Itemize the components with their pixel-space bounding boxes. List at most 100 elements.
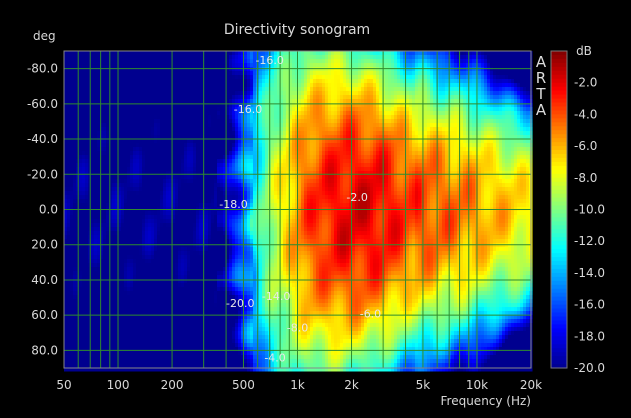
heatmap-cell xyxy=(136,67,140,72)
heatmap-cell xyxy=(208,107,212,112)
heatmap-cell xyxy=(247,63,251,68)
heatmap-cell xyxy=(121,67,125,72)
heatmap-cell xyxy=(160,303,164,308)
heatmap-cell xyxy=(82,115,86,120)
heatmap-cell xyxy=(196,275,200,280)
heatmap-cell xyxy=(82,367,86,372)
heatmap-cell xyxy=(163,323,167,328)
heatmap-cell xyxy=(220,83,224,88)
heatmap-cell xyxy=(172,335,176,340)
heatmap-cell xyxy=(187,91,191,96)
heatmap-cell xyxy=(214,323,218,328)
heatmap-cell xyxy=(187,251,191,256)
heatmap-cell xyxy=(196,59,200,64)
heatmap-cell xyxy=(124,231,128,236)
heatmap-cell xyxy=(241,323,245,328)
heatmap-cell xyxy=(163,279,167,284)
heatmap-cell xyxy=(211,175,215,180)
heatmap-cell xyxy=(115,275,119,280)
heatmap-cell xyxy=(247,219,251,224)
heatmap-cell xyxy=(133,351,137,356)
heatmap-cell xyxy=(196,75,200,80)
heatmap-cell xyxy=(181,139,185,144)
heatmap-cell xyxy=(223,271,227,276)
heatmap-cell xyxy=(133,99,137,104)
heatmap-cell xyxy=(130,103,134,108)
heatmap-cell xyxy=(64,159,68,164)
heatmap-cell xyxy=(148,91,152,96)
heatmap-cell xyxy=(163,163,167,168)
heatmap-cell xyxy=(199,331,203,336)
heatmap-cell xyxy=(64,199,68,204)
heatmap-cell xyxy=(205,99,209,104)
heatmap-cell xyxy=(67,319,71,324)
heatmap-cell xyxy=(109,195,113,200)
heatmap-cell xyxy=(109,267,113,272)
heatmap-cell xyxy=(211,343,215,348)
heatmap-cell xyxy=(175,251,179,256)
heatmap-cell xyxy=(139,107,143,112)
heatmap-cell xyxy=(178,103,182,108)
heatmap-cell xyxy=(154,195,158,200)
heatmap-cell xyxy=(214,175,218,180)
heatmap-cell xyxy=(100,71,104,76)
heatmap-cell xyxy=(151,95,155,100)
heatmap-cell xyxy=(190,251,194,256)
heatmap-cell xyxy=(196,263,200,268)
heatmap-cell xyxy=(112,275,116,280)
heatmap-cell xyxy=(163,119,167,124)
heatmap-cell xyxy=(160,51,164,56)
heatmap-cell xyxy=(181,115,185,120)
heatmap-cell xyxy=(127,215,131,220)
heatmap-cell xyxy=(199,203,203,208)
heatmap-cell xyxy=(133,291,137,296)
heatmap-cell xyxy=(94,195,98,200)
heatmap-cell xyxy=(127,311,131,316)
heatmap-cell xyxy=(172,227,176,232)
heatmap-cell xyxy=(217,359,221,364)
heatmap-cell xyxy=(211,103,215,108)
heatmap-cell xyxy=(235,119,239,124)
heatmap-cell xyxy=(160,315,164,320)
heatmap-cell xyxy=(181,327,185,332)
heatmap-cell xyxy=(70,83,74,88)
heatmap-cell xyxy=(157,335,161,340)
heatmap-cell xyxy=(97,111,101,116)
heatmap-cell xyxy=(193,203,197,208)
heatmap-cell xyxy=(148,367,152,372)
heatmap-cell xyxy=(148,183,152,188)
heatmap-cell xyxy=(139,171,143,176)
heatmap-cell xyxy=(190,59,194,64)
heatmap-cell xyxy=(205,143,209,148)
heatmap-cell xyxy=(97,135,101,140)
heatmap-cell xyxy=(121,95,125,100)
heatmap-cell xyxy=(199,263,203,268)
heatmap-cell xyxy=(196,323,200,328)
heatmap-cell xyxy=(124,267,128,272)
heatmap-cell xyxy=(109,183,113,188)
heatmap-cell xyxy=(121,119,125,124)
heatmap-cell xyxy=(94,327,98,332)
heatmap-cell xyxy=(148,171,152,176)
heatmap-cell xyxy=(70,127,74,132)
heatmap-cell xyxy=(118,171,122,176)
heatmap-cell xyxy=(178,123,182,128)
heatmap-cell xyxy=(64,151,68,156)
heatmap-cell xyxy=(208,59,212,64)
heatmap-cell xyxy=(232,227,236,232)
heatmap-cell xyxy=(121,255,125,260)
heatmap-cell xyxy=(181,187,185,192)
heatmap-cell xyxy=(103,367,107,372)
y-axis-label: deg xyxy=(33,29,56,43)
heatmap-cell xyxy=(181,83,185,88)
heatmap-cell xyxy=(109,79,113,84)
heatmap-cell xyxy=(223,251,227,256)
heatmap-cell xyxy=(127,119,131,124)
heatmap-cell xyxy=(199,363,203,368)
heatmap-cell xyxy=(73,95,77,100)
heatmap-cell xyxy=(91,63,95,68)
heatmap-cell xyxy=(196,135,200,140)
heatmap-cell xyxy=(154,299,158,304)
heatmap-cell xyxy=(130,303,134,308)
heatmap-cell xyxy=(241,287,245,292)
